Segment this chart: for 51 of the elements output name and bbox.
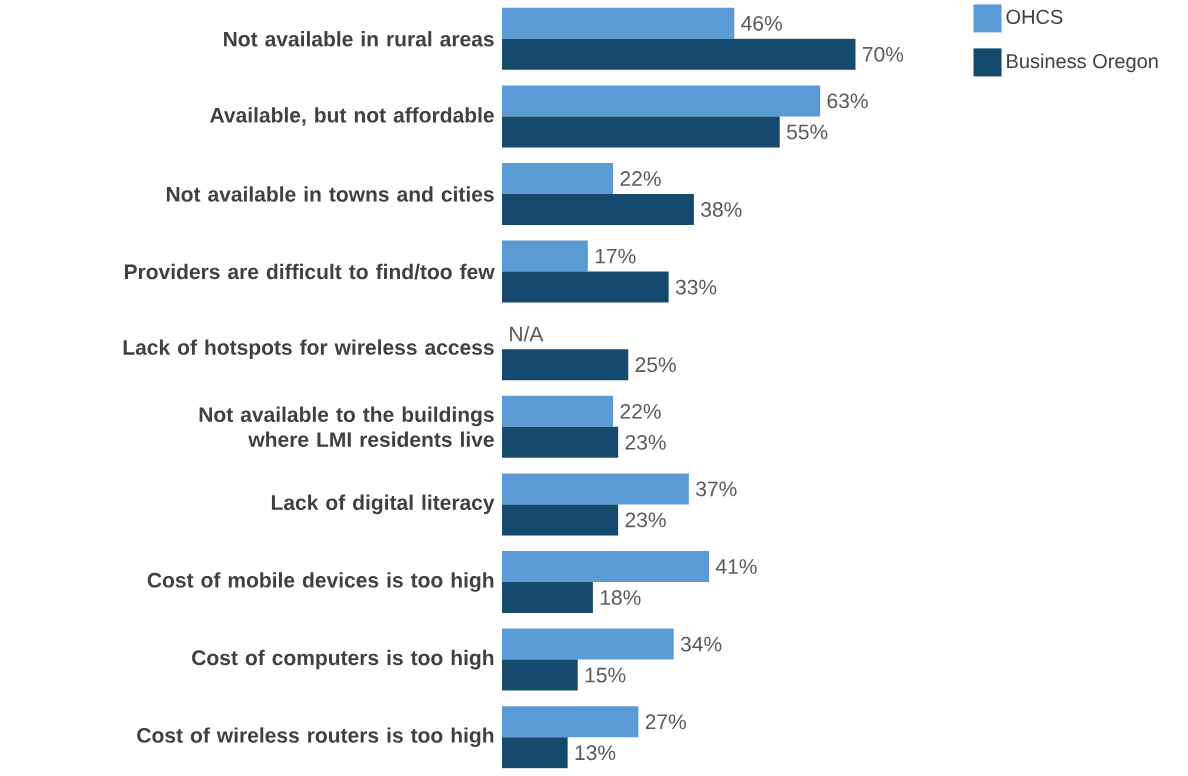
data-label: 15% bbox=[585, 667, 626, 683]
y-tick-label: Cost of wireless routers is too high bbox=[137, 727, 494, 748]
data-label: 63% bbox=[827, 93, 868, 109]
y-tick-label: Cost of computers is too high bbox=[192, 649, 494, 670]
data-label: 34% bbox=[680, 636, 722, 652]
data-label: 27% bbox=[645, 714, 687, 730]
data-label: 18% bbox=[600, 590, 641, 605]
data-label: 22% bbox=[620, 403, 661, 419]
bar bbox=[502, 628, 674, 660]
y-tick-label: Lack of hotspots for wireless access bbox=[123, 339, 494, 359]
data-label: 55% bbox=[786, 124, 828, 140]
bar bbox=[502, 163, 614, 195]
bar bbox=[502, 504, 619, 536]
bar bbox=[502, 426, 619, 458]
bar bbox=[502, 395, 614, 427]
y-tick-label: Lack of digital literacy bbox=[271, 494, 495, 515]
y-tick-label: Not available in rural areas bbox=[224, 31, 494, 47]
data-label: 70% bbox=[862, 46, 904, 62]
data-label: 13% bbox=[575, 745, 616, 761]
legend-label: OHCS bbox=[1006, 9, 1063, 24]
data-label: 17% bbox=[595, 248, 636, 264]
bar bbox=[502, 551, 710, 583]
bar bbox=[502, 737, 568, 769]
bar bbox=[502, 7, 735, 39]
bar bbox=[502, 349, 629, 381]
legend-label: Business Oregon bbox=[1007, 53, 1158, 73]
bar bbox=[502, 582, 593, 614]
bar bbox=[502, 38, 856, 70]
y-tick-label: Providers are difficult to find/too few bbox=[124, 263, 495, 280]
bar bbox=[502, 240, 588, 272]
data-label: 46% bbox=[741, 15, 782, 31]
y-tick-label: Not available in towns and cities bbox=[166, 186, 494, 202]
data-label: 38% bbox=[701, 202, 742, 217]
data-label: 37% bbox=[696, 481, 737, 497]
bar bbox=[502, 194, 694, 225]
bar bbox=[502, 659, 578, 691]
data-label: 23% bbox=[625, 512, 666, 528]
bar bbox=[502, 706, 639, 738]
bar bbox=[502, 85, 821, 117]
bar bbox=[502, 271, 669, 303]
y-tick-label: Available, but not affordable bbox=[210, 107, 494, 126]
data-label: 22% bbox=[620, 171, 661, 186]
data-label: 41% bbox=[715, 559, 757, 574]
text: N/A bbox=[510, 326, 544, 342]
data-label: 25% bbox=[635, 357, 676, 373]
y-tick-label: Cost of mobile devices is too high bbox=[147, 572, 494, 592]
y-tick-label: Not available to the buildings where LMI residents live bbox=[199, 406, 494, 448]
bar bbox=[502, 473, 689, 505]
data-label: 23% bbox=[625, 434, 666, 450]
bar bbox=[502, 116, 780, 148]
data-label: 33% bbox=[675, 279, 717, 295]
